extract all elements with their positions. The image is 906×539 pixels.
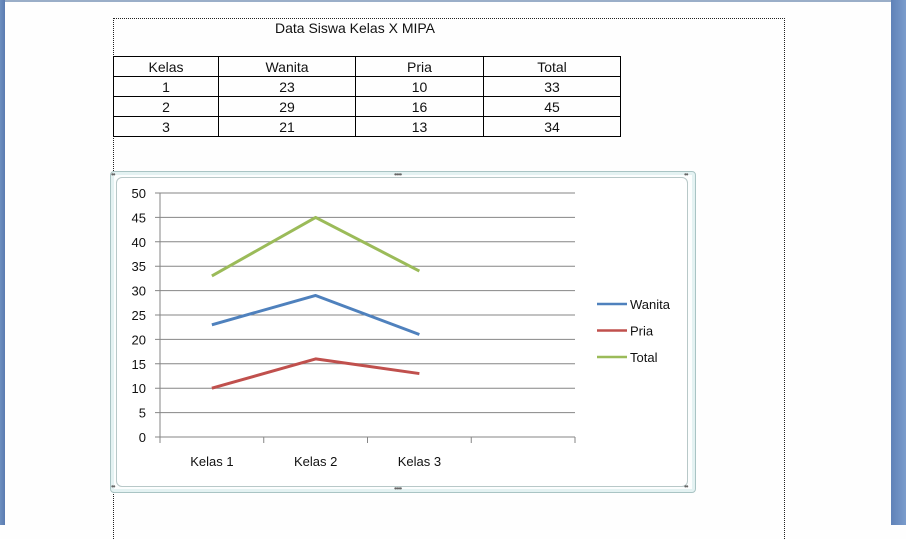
x-axis-label: Kelas 1 [190, 454, 233, 469]
resize-handle-top[interactable]: •••• [394, 170, 402, 179]
series-line-pria [211, 357, 420, 390]
resize-handle-bottom-left[interactable]: •• [111, 482, 116, 491]
resize-handle-top-left[interactable]: •• [111, 170, 116, 179]
cell: 34 [483, 116, 621, 137]
chart-area[interactable] [116, 177, 688, 487]
y-axis-label: 40 [132, 235, 146, 250]
y-axis-label: 0 [139, 430, 146, 445]
window-left-edge [0, 0, 5, 525]
document-title: Data Siswa Kelas X MIPA [274, 20, 436, 36]
resize-handle-top-right[interactable]: •• [684, 170, 689, 179]
y-axis-label: 50 [132, 186, 146, 201]
series-line-total [211, 215, 421, 278]
y-axis-label: 10 [132, 381, 146, 396]
x-axis-label: Kelas 2 [294, 454, 337, 469]
resize-handle-bottom[interactable]: •••• [394, 484, 402, 493]
series-line-wanita [211, 293, 420, 336]
y-axis-label: 25 [132, 308, 146, 323]
legend-label-pria: Pria [630, 324, 654, 339]
cell: 21 [218, 116, 356, 137]
table-row: 1 23 10 33 [113, 76, 621, 97]
resize-handle-bottom-right[interactable]: •• [684, 482, 689, 491]
cell: 13 [355, 116, 484, 137]
legend-label-total: Total [630, 350, 658, 365]
x-axis-label: Kelas 3 [398, 454, 441, 469]
data-table: Kelas Wanita Pria Total 1 23 10 33 2 29 … [113, 56, 621, 137]
line-chart: 0 5 10 15 20 25 30 35 40 45 50 Kelas 1 Kelas 2 Kelas … [132, 186, 671, 469]
y-axis-label: 30 [132, 284, 146, 299]
y-axis-label: 5 [139, 406, 146, 421]
y-axis-label: 20 [132, 332, 146, 347]
y-axis-label: 35 [132, 259, 146, 274]
y-axis-label: 45 [132, 210, 146, 225]
table-row: 3 21 13 34 [113, 116, 621, 137]
window-top-bar [0, 0, 906, 2]
cell: 16 [355, 96, 484, 117]
cell: 10 [355, 76, 484, 97]
legend-label-wanita: Wanita [630, 297, 671, 312]
y-axis-label: 15 [132, 357, 146, 372]
vertical-scrollbar[interactable] [891, 0, 906, 525]
